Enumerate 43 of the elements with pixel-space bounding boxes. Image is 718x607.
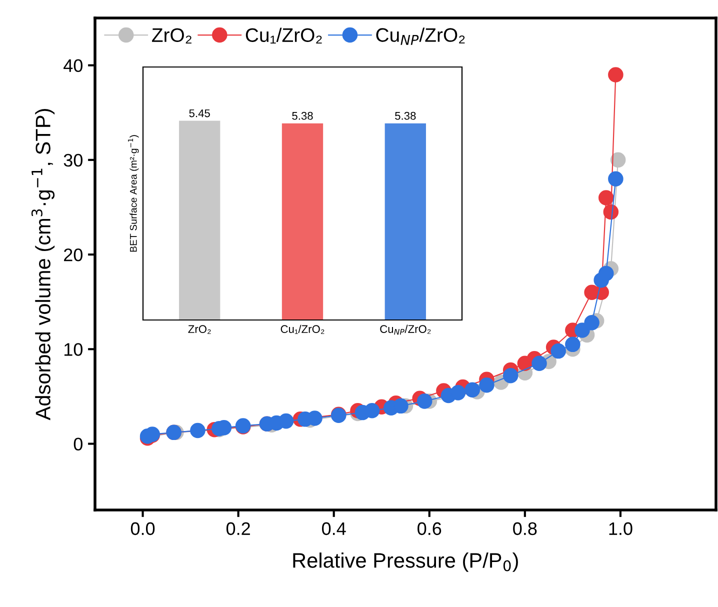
y-axis-title: Adsorbed volume (cm$^{3}$·g$^{−1}$, STP) [31,109,55,420]
x-tick-label: 0.2 [226,522,250,536]
point [550,343,566,359]
y-tick-label: 40 [64,59,82,72]
x-tick-label: 0.6 [418,522,442,536]
point [608,171,624,186]
point [502,368,518,384]
x-tick-label: ZrO₂ [188,325,211,334]
x-tick-label: Cu$_{NP}$/ZrO₂ [380,324,431,335]
point [190,422,206,438]
x-axis-title: Relative Pressure (P/P$_{0}$) [293,552,518,572]
x-tick-label: Cu₁/ZrO₂ [280,324,324,334]
point [450,385,466,400]
point [532,356,547,371]
point [416,394,432,409]
point [278,413,294,429]
point [307,410,322,426]
x-tick-label: 0.0 [130,522,155,536]
y-tick-label: 20 [64,248,82,262]
point [364,403,380,418]
data-label: 5.45 [189,109,210,118]
data-label: 5.38 [292,112,313,120]
point [565,336,580,352]
x-tick-label: 0.8 [513,522,537,536]
point [393,398,408,414]
y-axis-title: BET Surface Area (m²·g$^{−1}$) [128,135,139,252]
point [584,315,600,330]
legend-label: ZrO₂ [152,28,192,44]
point [608,67,624,82]
point [479,377,494,393]
y-tick-label: 0 [74,438,82,450]
x-tick-label: 0.4 [322,522,346,536]
point [464,382,480,398]
data-label: 5.38 [395,112,416,120]
legend-label: Cu₁/ZrO₂ [246,28,322,44]
point [598,266,614,282]
point [574,322,590,338]
legend-label: Cu$_{NP}$/ZrO₂ [376,28,465,45]
point [598,190,614,206]
y-tick-label: 30 [64,154,82,167]
point [610,152,626,168]
x-tick-label: 1.0 [609,522,632,536]
y-tick-label: 10 [64,343,82,356]
